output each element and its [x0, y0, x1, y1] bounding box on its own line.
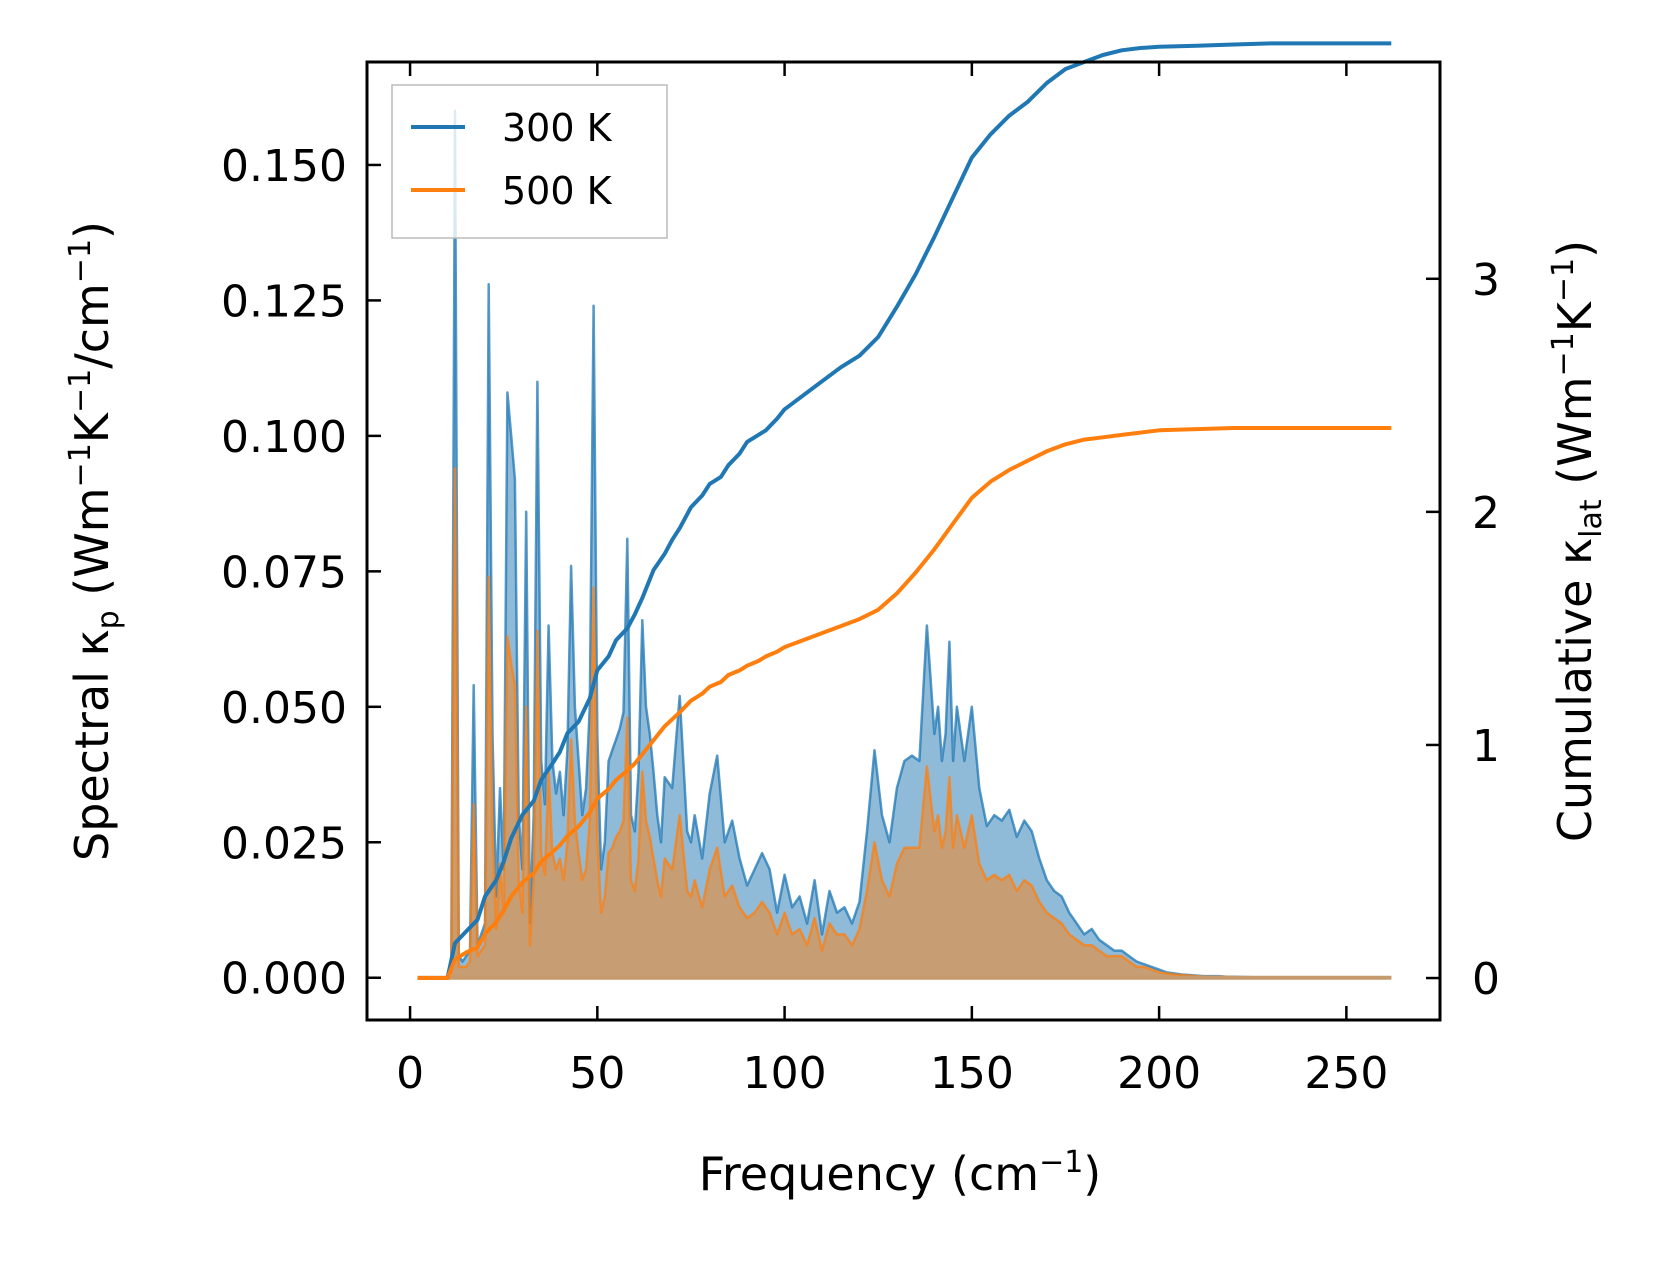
left-y-tick-label: 0.025	[221, 818, 347, 869]
x-axis-ticks: 0 50 100 150 200 250	[396, 62, 1388, 1099]
spectral-area-500k	[417, 468, 1392, 978]
x-axis-title: Frequency (cm−1)	[699, 1145, 1102, 1201]
left-y-tick-label: 0.100	[221, 412, 347, 463]
cumulative-line-500k	[417, 426, 1392, 980]
left-y-tick-label: 0.000	[221, 954, 347, 1005]
right-y-tick-label: 3	[1472, 255, 1500, 306]
right-y-axis-title: Cumulative κlat (Wm−1K−1)	[1546, 240, 1609, 842]
x-tick-label: 100	[743, 1048, 827, 1099]
right-y-tick-label: 1	[1472, 721, 1500, 772]
legend: 300 K 500 K	[391, 84, 668, 239]
legend-label-300k: 300 K	[502, 106, 613, 150]
left-y-axis-ticks: 0.000 0.025 0.050 0.075 0.100 0.125 0.150	[221, 141, 381, 1005]
legend-label-500k: 500 K	[502, 169, 613, 213]
right-y-axis-ticks: 0 1 2 3	[1426, 255, 1500, 1005]
left-y-tick-label: 0.075	[221, 547, 347, 598]
left-y-axis-title: Spectral κp (Wm−1K−1/cm−1)	[63, 221, 126, 861]
left-y-tick-label: 0.050	[221, 683, 347, 734]
cumulative-line-300k	[417, 41, 1392, 980]
x-tick-label: 0	[396, 1048, 424, 1099]
left-y-tick-label: 0.125	[221, 276, 347, 327]
legend-box	[391, 84, 668, 239]
right-y-tick-label: 2	[1472, 488, 1500, 539]
spectral-line-300k	[417, 109, 1392, 979]
left-y-tick-label: 0.150	[221, 141, 347, 192]
x-tick-label: 150	[930, 1048, 1014, 1099]
axes-frame	[365, 60, 1442, 1022]
series-lines	[417, 41, 1392, 980]
x-tick-label: 200	[1117, 1048, 1201, 1099]
right-y-tick-label: 0	[1472, 954, 1500, 1005]
x-tick-label: 50	[569, 1048, 625, 1099]
spectral-line-500k	[417, 467, 1392, 979]
x-tick-label: 250	[1304, 1048, 1388, 1099]
